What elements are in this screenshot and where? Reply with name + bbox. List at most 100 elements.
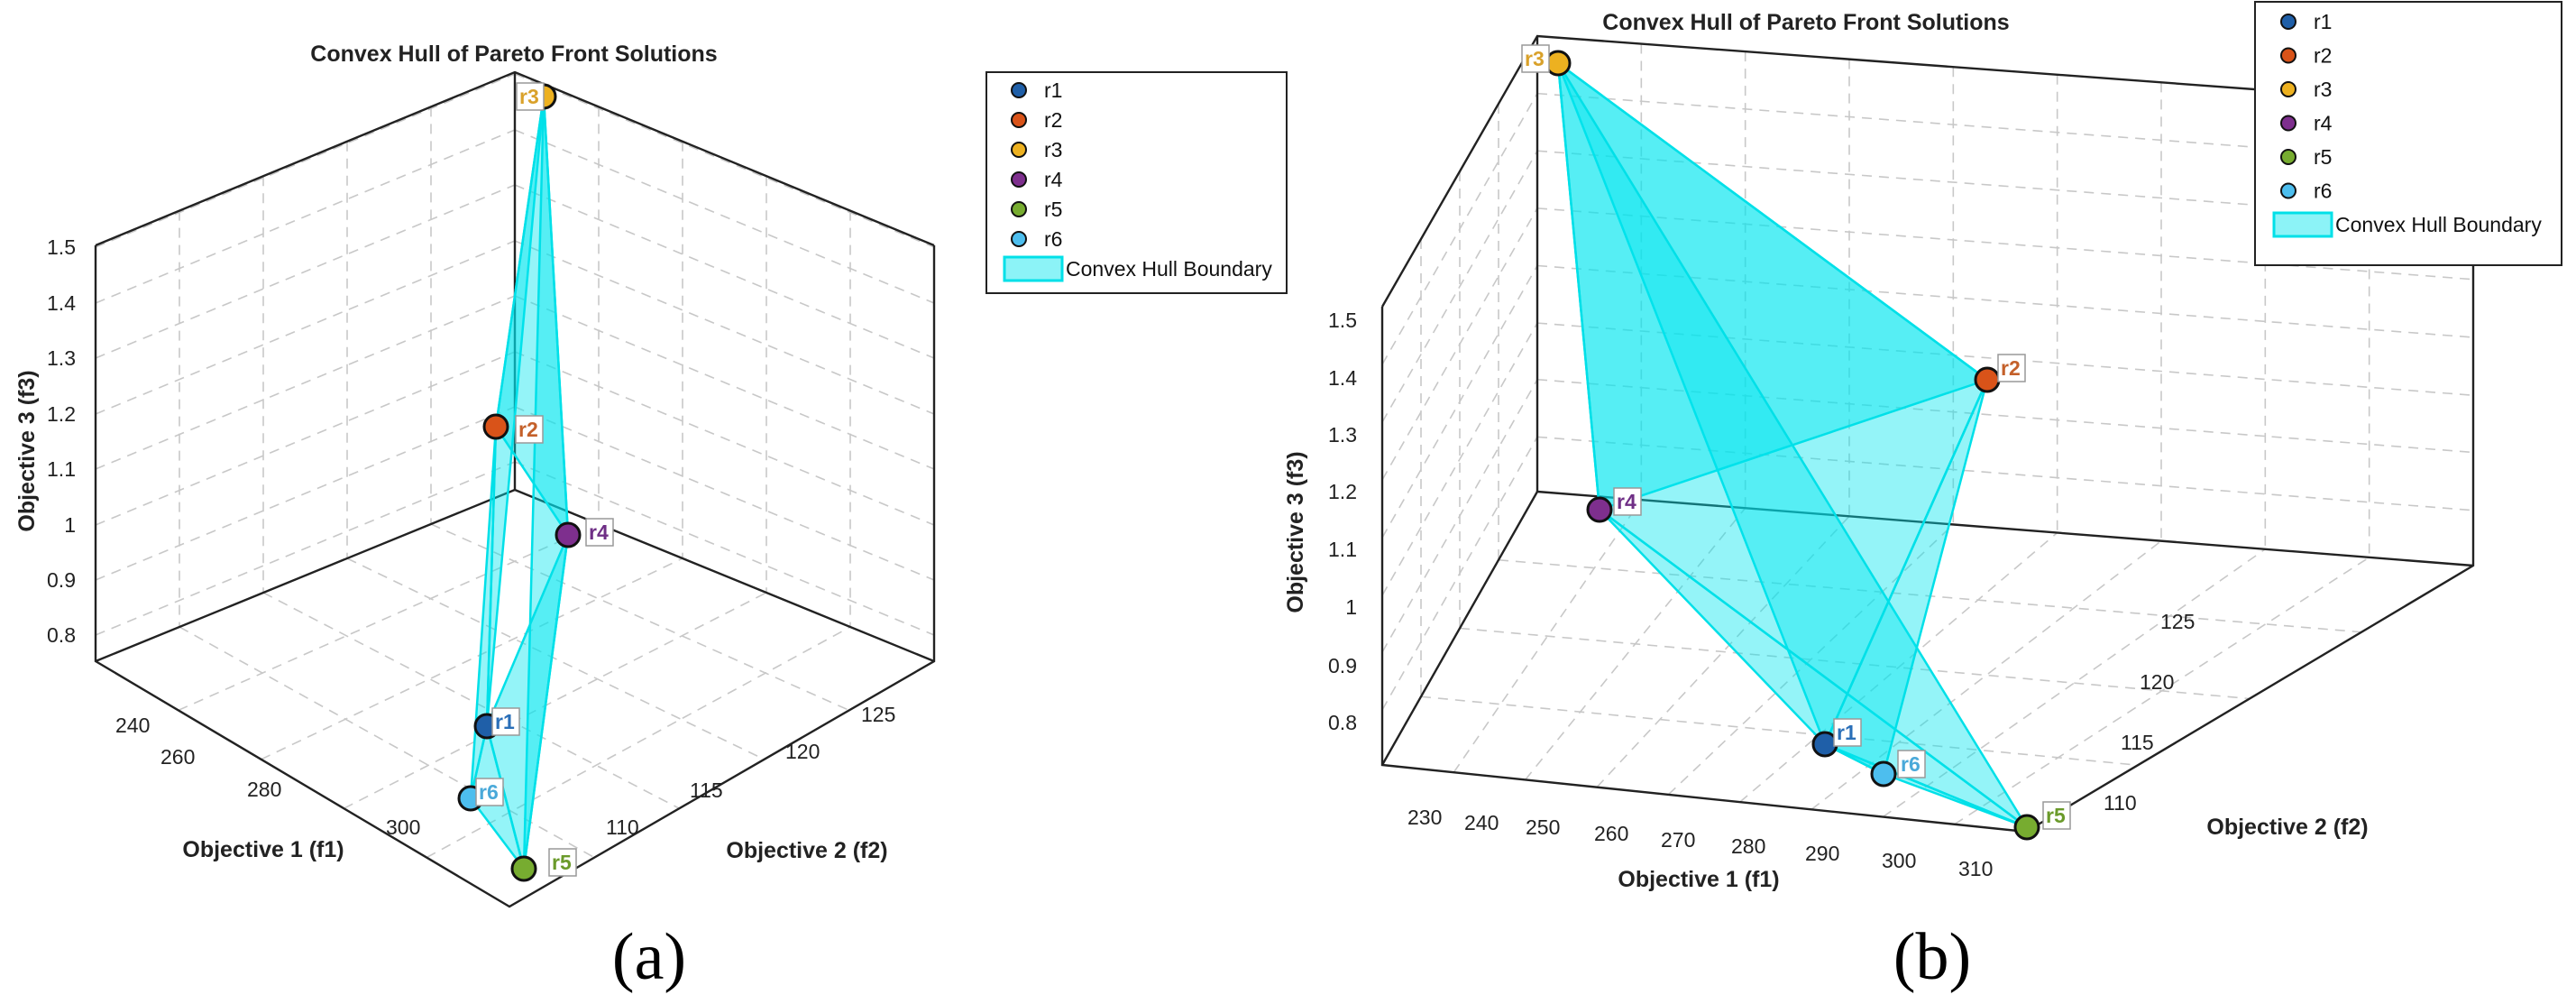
chart-b-hull (1556, 61, 2029, 829)
z-tick-label: 1.5 (1328, 309, 1357, 332)
gridline (1882, 548, 2266, 818)
gridline (1453, 499, 1642, 773)
gridline (1811, 540, 2162, 810)
gridline (95, 129, 516, 304)
y-tick-label: 125 (861, 703, 895, 726)
point-label-r3: r3 (519, 85, 539, 108)
point-marker-r1 (1811, 731, 1838, 758)
gridline (178, 523, 600, 712)
legend-marker-r4 (2280, 115, 2296, 132)
z-tick-label: 1.1 (1328, 538, 1357, 561)
chart-a-y-axis-label: Objective 2 (f2) (726, 838, 887, 863)
legend-marker-r1 (2280, 14, 2296, 30)
point-label-box (515, 415, 544, 444)
chart-a-z-ticks: 1.5 1.4 1.3 1.2 1.1 1 0.9 0.8 (47, 235, 76, 647)
x-tick-label: 280 (247, 778, 281, 801)
legend-marker-r5 (2280, 149, 2296, 165)
chart-b-z-axis-label: Objective 3 (f3) (1283, 451, 1308, 613)
chart-b-z-ticks: 1.5 1.4 1.3 1.2 1.1 1 0.9 0.8 (1328, 309, 1357, 734)
point-label-r2: r2 (2001, 356, 2021, 380)
legend-marker-r6 (2280, 182, 2296, 199)
legend-label: r1 (1044, 78, 1062, 102)
z-tick-label: 1.3 (1328, 423, 1357, 447)
chart-a-x-axis-label: Objective 1 (f1) (182, 837, 344, 862)
point-label-r6: r6 (479, 780, 499, 804)
z-tick-label: 1 (1345, 595, 1357, 619)
point-marker-r5 (510, 855, 537, 882)
legend-label: r4 (2314, 112, 2333, 135)
gridline (1420, 695, 2139, 767)
legend-marker-r3 (2280, 81, 2296, 97)
hull-face (1823, 378, 1989, 776)
chart-a-x-ticks: 240 260 280 300 (115, 714, 420, 839)
legend-label: r3 (1044, 138, 1062, 161)
x-tick-label: 240 (1464, 811, 1499, 834)
point-label-r5: r5 (2046, 804, 2066, 827)
gridline (95, 461, 516, 636)
y-tick-label: 110 (606, 815, 639, 839)
gridline (1536, 436, 2474, 511)
point-label-box (475, 778, 504, 806)
gridline (262, 592, 680, 809)
z-tick-label: 1.2 (47, 402, 76, 426)
chart-b-x-axis-label: Objective 1 (f1) (1618, 867, 1779, 892)
gridline (430, 523, 850, 712)
panel-b-caption: (b) (1893, 920, 1971, 994)
y-tick-label: 115 (690, 778, 723, 802)
y-tick-label: 120 (2140, 670, 2174, 694)
gridline (1381, 322, 1538, 596)
y-tick-label: 125 (2160, 610, 2195, 633)
x-tick-label: 300 (386, 815, 420, 839)
point-label-box (585, 518, 614, 547)
legend-label: r2 (1044, 108, 1062, 132)
gridline (514, 129, 935, 304)
legend-label: r3 (2314, 78, 2332, 101)
legend-label: r6 (2314, 180, 2332, 203)
panel-a-caption: (a) (612, 920, 686, 994)
gridline (1536, 92, 2474, 165)
y-tick-label: 120 (785, 740, 820, 763)
x-tick-label: 290 (1805, 842, 1839, 865)
x-tick-label: 300 (1882, 849, 1916, 872)
gridline (95, 351, 516, 526)
point-label-box (2042, 801, 2071, 830)
chart-b-y-axis-label: Objective 2 (f2) (2206, 815, 2368, 840)
chart-panel-a: Convex Hull of Pareto Front Solutions r1… (14, 41, 1288, 994)
x-tick-label: 280 (1731, 834, 1765, 858)
gridline (1596, 515, 1850, 788)
gridline (95, 73, 516, 248)
point-label-r3: r3 (1525, 47, 1545, 70)
legend-marker-r2 (1011, 112, 1027, 128)
gridline (514, 406, 935, 581)
z-tick-label: 1.2 (1328, 480, 1357, 503)
legend-label: r1 (2314, 10, 2332, 33)
point-label-box (548, 848, 577, 877)
x-tick-label: 240 (115, 714, 150, 737)
x-tick-label: 260 (160, 745, 195, 769)
gridline (1739, 531, 2058, 803)
chart-a-z-axis-label: Objective 3 (f3) (14, 370, 40, 531)
x-tick-label: 270 (1661, 828, 1695, 852)
point-label-box (1897, 750, 1926, 778)
legend-hull-swatch (2272, 211, 2333, 238)
legend-label: r4 (1044, 168, 1063, 191)
legend-frame (2254, 1, 2562, 266)
x-tick-label: 230 (1407, 806, 1442, 829)
chart-a-hull (469, 95, 570, 870)
point-label-box (491, 707, 520, 736)
legend-marker-r6 (1011, 231, 1027, 247)
z-tick-label: 0.8 (47, 623, 76, 647)
legend-label: r5 (1044, 198, 1062, 221)
point-marker-r2 (1974, 366, 2001, 393)
z-tick-label: 1.3 (47, 346, 76, 370)
gridline (1381, 150, 1538, 423)
legend-marker-r1 (1011, 82, 1027, 98)
z-tick-label: 1.4 (47, 291, 76, 315)
gridline (514, 240, 935, 415)
chart-b-y-ticks: 110 115 120 125 (2104, 610, 2195, 815)
point-label-r1: r1 (495, 710, 515, 733)
